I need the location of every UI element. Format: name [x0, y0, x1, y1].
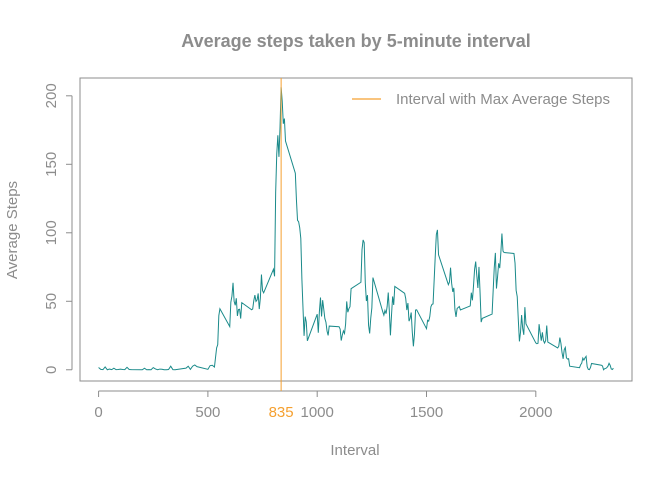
y-axis: 0 50 100 150 200: [43, 83, 73, 374]
x-tick-label: 2000: [519, 404, 552, 421]
max-interval-tick-label: 835: [269, 404, 294, 421]
legend-label-max-interval: Interval with Max Average Steps: [396, 91, 610, 108]
y-tick-label: 0: [43, 366, 60, 374]
chart-title: Average steps taken by 5-minute interval: [181, 31, 530, 51]
x-tick-label: 0: [94, 404, 102, 421]
plot-area: 0 500 1000 1500 2000 835 0 50 100 150 200: [43, 77, 633, 421]
y-tick-label: 100: [43, 220, 60, 245]
legend: Interval with Max Average Steps: [352, 91, 610, 108]
y-tick-label: 50: [43, 293, 60, 310]
x-tick-label: 1500: [410, 404, 443, 421]
x-axis-label: Interval: [330, 442, 379, 459]
y-tick-label: 200: [43, 83, 60, 108]
series-line-average-steps: [98, 87, 614, 371]
y-tick-label: 150: [43, 152, 60, 177]
y-axis-label-group: Average Steps: [4, 181, 21, 279]
plot-frame: [79, 77, 633, 382]
x-tick-label: 1000: [301, 404, 334, 421]
x-tick-label: 500: [195, 404, 220, 421]
x-axis: 0 500 1000 1500 2000 835: [94, 390, 552, 421]
y-axis-label: Average Steps: [4, 181, 21, 279]
